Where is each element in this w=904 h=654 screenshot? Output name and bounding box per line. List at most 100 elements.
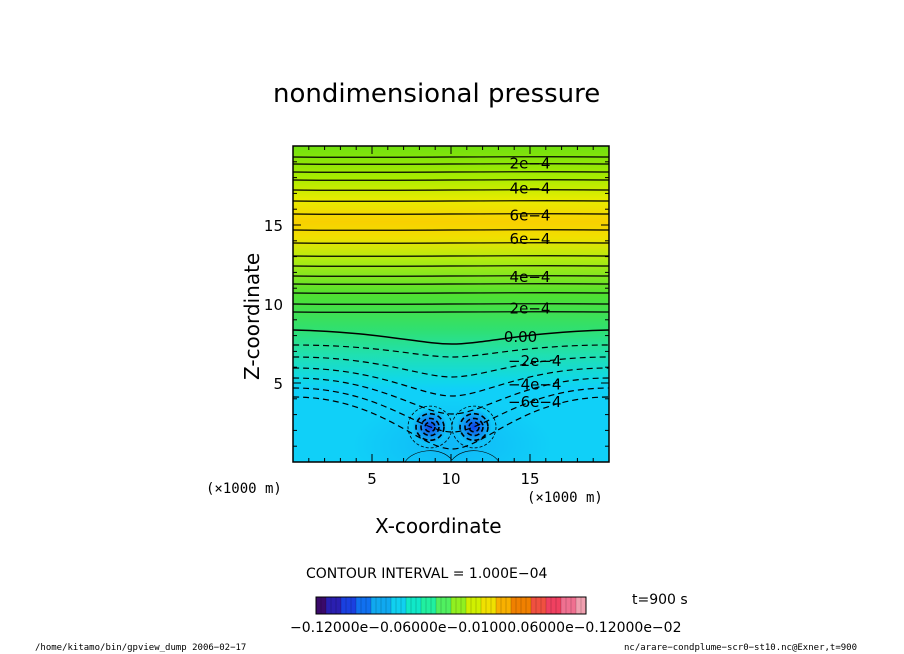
colorbar-swatch <box>411 597 417 614</box>
colorbar-swatch <box>471 597 477 614</box>
colorbar-swatch <box>426 597 432 614</box>
colorbar-swatch <box>406 597 412 614</box>
colorbar-swatch <box>386 597 392 614</box>
contour-interval-text: CONTOUR INTERVAL = 1.000E−04 <box>306 566 548 582</box>
chart-title: nondimensional pressure <box>273 79 601 109</box>
colorbar-swatch <box>421 597 427 614</box>
y-axis-unit: (×1000 m) <box>206 481 282 497</box>
contour-line-negative <box>293 344 609 358</box>
y-tick-label: 5 <box>273 375 283 393</box>
colorbar-frame <box>315 596 587 615</box>
contour-label: 2e−4 <box>510 154 551 172</box>
vortex-contour <box>420 417 440 437</box>
colorbar-swatch <box>526 597 532 614</box>
contour-line-faint <box>404 450 500 462</box>
y-tick-label: 15 <box>264 217 283 235</box>
colorbar-swatch <box>571 597 577 614</box>
colorbar-swatch <box>511 597 517 614</box>
colorbar-swatch <box>561 597 567 614</box>
colorbar-swatch <box>446 597 452 614</box>
contour-label: −6e−4 <box>508 393 561 411</box>
colorbar-swatch <box>551 597 557 614</box>
colorbar-swatch <box>416 597 422 614</box>
contour-label: 6e−4 <box>510 207 551 225</box>
colorbar-swatch <box>461 597 467 614</box>
colorbar-swatch <box>366 597 372 614</box>
time-label: t=900 s <box>632 592 688 608</box>
colorbar-swatch <box>481 597 487 614</box>
colorbar-swatch <box>566 597 572 614</box>
colorbar-swatch <box>331 597 337 614</box>
colorbar-swatch <box>496 597 502 614</box>
contour-line-positive <box>293 229 609 231</box>
footer-right: nc/arare−condplume−scr0−st10.nc@Exner,t=… <box>624 643 857 653</box>
colorbar-swatch <box>361 597 367 614</box>
contour-line-positive <box>293 292 609 294</box>
contour-label: 4e−4 <box>510 268 551 286</box>
contour-label: −4e−4 <box>508 376 561 394</box>
colorbar-swatch <box>346 597 352 614</box>
colorbar-swatch <box>441 597 447 614</box>
contour-line-positive <box>293 255 609 257</box>
vortex-contour <box>468 421 480 433</box>
colorbar-swatch <box>391 597 397 614</box>
vortex-contour <box>451 405 497 449</box>
colorbar-swatch <box>316 597 322 614</box>
contour-line-positive <box>293 242 609 244</box>
contour-line-positive <box>293 156 609 158</box>
contour-line-negative <box>293 367 609 397</box>
colorbar-swatch <box>326 597 332 614</box>
colorbar-swatch <box>321 597 327 614</box>
colorbar-swatch <box>546 597 552 614</box>
contour-line-positive <box>293 189 609 191</box>
colorbar-swatch <box>556 597 562 614</box>
colorbar-swatch <box>456 597 462 614</box>
y-axis-label: Z-coordinate <box>240 252 264 380</box>
colorbar-swatch <box>501 597 507 614</box>
contour-label: 4e−4 <box>510 180 551 198</box>
colorbar-swatch <box>486 597 492 614</box>
colorbar-swatch <box>356 597 362 614</box>
contour-line-negative <box>293 387 609 433</box>
x-tick-label: 5 <box>367 470 377 488</box>
colorbar-swatch <box>531 597 537 614</box>
colorbar-swatch <box>491 597 497 614</box>
colorbar-swatch <box>576 597 582 614</box>
colorbar-swatch <box>436 597 442 614</box>
contour-line-positive <box>293 265 609 267</box>
contour-line-negative <box>293 377 609 415</box>
colorbar-swatch <box>516 597 522 614</box>
colorbar-swatch <box>581 597 587 614</box>
colorbar-swatch <box>541 597 547 614</box>
contour-line-positive <box>293 303 609 305</box>
contour-label: 0.00 <box>504 328 537 346</box>
x-axis-label: X-coordinate <box>375 514 502 538</box>
colorbar-swatch <box>341 597 347 614</box>
contour-label: −2e−4 <box>508 352 561 370</box>
colorbar-swatch <box>351 597 357 614</box>
contour-label: 2e−4 <box>510 300 551 318</box>
x-tick-label: 15 <box>520 470 539 488</box>
colorbar-swatch <box>371 597 377 614</box>
colorbar-swatch <box>401 597 407 614</box>
contour-line-negative <box>293 356 609 378</box>
vortex-contour <box>424 421 436 433</box>
vortex-contour <box>464 417 484 437</box>
colorbar-swatch <box>376 597 382 614</box>
footer-left: /home/kitamo/bin/gpview_dump 2006−02−17 <box>35 643 247 653</box>
contour-line-positive <box>293 200 609 202</box>
colorbar-swatch <box>506 597 512 614</box>
colorbar-swatch <box>381 597 387 614</box>
vortex-contour <box>415 412 445 442</box>
contour-line-positive <box>293 171 609 173</box>
x-axis-unit: (×1000 m) <box>527 490 603 506</box>
colorbar-swatch <box>536 597 542 614</box>
contour-line-positive <box>293 283 609 285</box>
y-tick-label: 10 <box>264 296 283 314</box>
contour-lines: 2e−4 4e−4 6e−4 6e−4 4e−4 2e−4 0.00 −2e−4 −4e−4−6… <box>293 154 609 462</box>
colorbar-swatch <box>451 597 457 614</box>
contour-line-positive <box>293 179 609 181</box>
colorbar-swatch <box>476 597 482 614</box>
